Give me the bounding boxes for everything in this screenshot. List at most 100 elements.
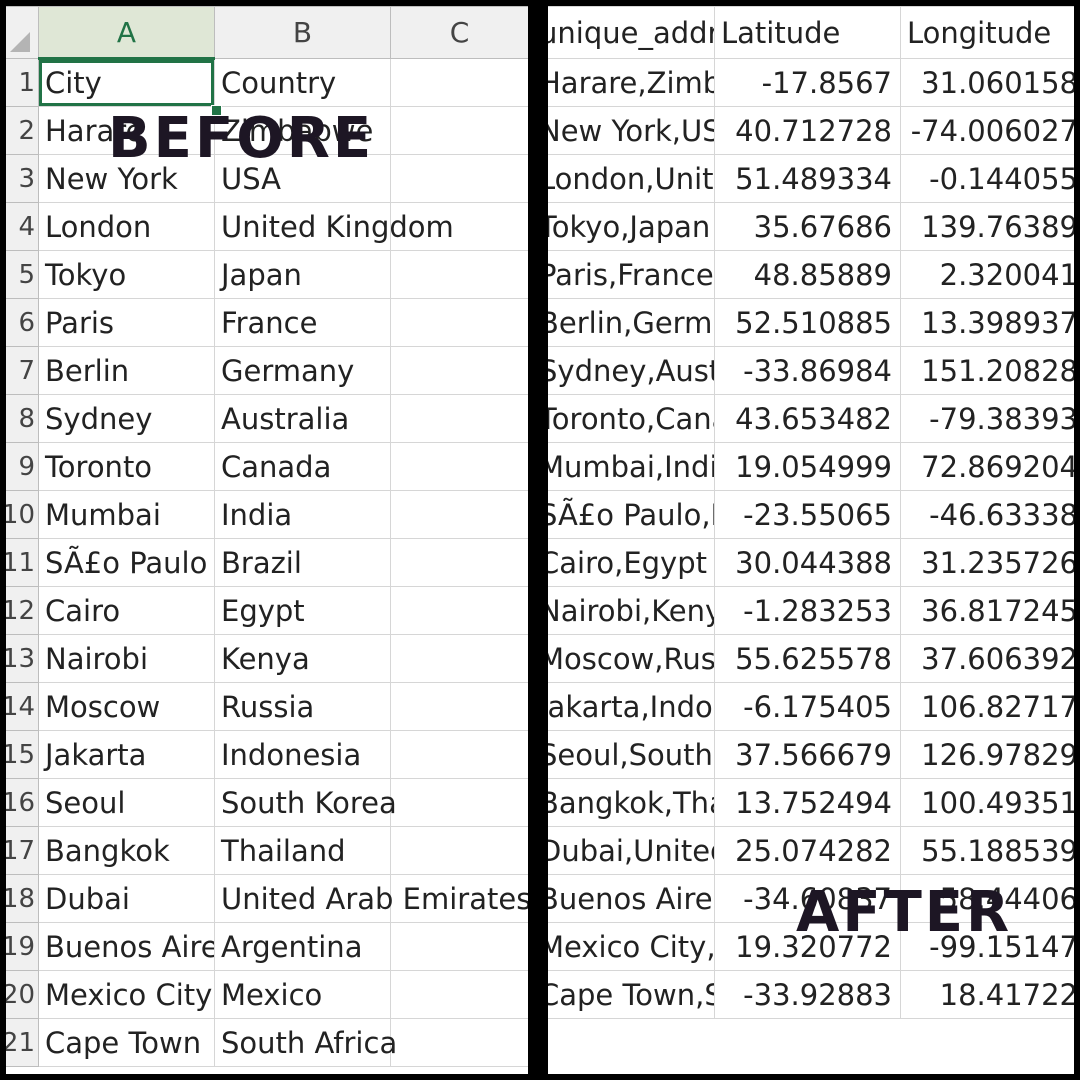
cell-empty[interactable]: [390, 826, 528, 875]
cell-country[interactable]: Brazil: [214, 538, 391, 587]
cell-empty[interactable]: [390, 106, 528, 155]
cell-city[interactable]: Cairo: [38, 586, 215, 635]
cell-latitude[interactable]: 51.489334: [714, 154, 901, 203]
cell-latitude[interactable]: 19.054999: [714, 442, 901, 491]
cell-country[interactable]: Zimbabwe: [214, 106, 391, 155]
row-header[interactable]: 11: [6, 538, 39, 587]
cell-city[interactable]: New York: [38, 154, 215, 203]
cell-country[interactable]: Canada: [214, 442, 391, 491]
cell-city[interactable]: Moscow: [38, 682, 215, 731]
cell-empty[interactable]: [390, 586, 528, 635]
cell-latitude[interactable]: 37.566679: [714, 730, 901, 779]
cell-latitude[interactable]: 52.510885: [714, 298, 901, 347]
cell-longitude[interactable]: 72.869204: [900, 442, 1074, 491]
cell-latitude[interactable]: 40.712728: [714, 106, 901, 155]
row-header[interactable]: 12: [6, 586, 39, 635]
cell-address[interactable]: Nairobi,Kenya: [548, 586, 715, 635]
cell-empty[interactable]: [390, 442, 528, 491]
cell-country[interactable]: Country: [214, 58, 391, 107]
cell-empty[interactable]: [390, 298, 528, 347]
cell-address[interactable]: Harare,Zimbabwe: [548, 58, 715, 107]
cell-country[interactable]: South Africa: [214, 1018, 397, 1067]
cell-longitude[interactable]: 55.188539: [900, 826, 1074, 875]
cell-country[interactable]: France: [214, 298, 391, 347]
cell-latitude[interactable]: -34.60837: [714, 874, 901, 923]
cell-empty[interactable]: [390, 922, 528, 971]
cell-city[interactable]: City: [38, 58, 215, 107]
row-header[interactable]: 6: [6, 298, 39, 347]
cell-country[interactable]: Indonesia: [214, 730, 391, 779]
cell-latitude[interactable]: 55.625578: [714, 634, 901, 683]
cell-address[interactable]: Mumbai,India: [548, 442, 715, 491]
cell-latitude[interactable]: 19.320772: [714, 922, 901, 971]
column-header-c[interactable]: C: [390, 6, 528, 59]
cell-longitude[interactable]: 37.606392: [900, 634, 1074, 683]
cell-latitude[interactable]: -33.92883: [714, 970, 901, 1019]
cell-country[interactable]: India: [214, 490, 391, 539]
cell-country[interactable]: Russia: [214, 682, 391, 731]
cell-city[interactable]: Cape Town: [38, 1018, 215, 1067]
row-header[interactable]: 1: [6, 58, 39, 107]
cell-latitude[interactable]: 48.85889: [714, 250, 901, 299]
cell-city[interactable]: Harare: [38, 106, 215, 155]
cell-city[interactable]: Berlin: [38, 346, 215, 395]
row-header[interactable]: 16: [6, 778, 39, 827]
cell-country[interactable]: Australia: [214, 394, 391, 443]
row-header[interactable]: 18: [6, 874, 39, 923]
cell-empty[interactable]: [390, 1018, 528, 1067]
cell-city[interactable]: Jakarta: [38, 730, 215, 779]
cell-city[interactable]: Bangkok: [38, 826, 215, 875]
cell-longitude[interactable]: 139.76389: [900, 202, 1074, 251]
cell-country[interactable]: United Arab Emirates: [214, 874, 528, 923]
cell-country[interactable]: Kenya: [214, 634, 391, 683]
row-header[interactable]: 9: [6, 442, 39, 491]
row-header[interactable]: 2: [6, 106, 39, 155]
cell-country[interactable]: Japan: [214, 250, 391, 299]
cell-longitude[interactable]: 100.49351: [900, 778, 1074, 827]
cell-address[interactable]: SÃ£o Paulo,Brazil: [548, 490, 715, 539]
row-header[interactable]: 15: [6, 730, 39, 779]
row-header[interactable]: 5: [6, 250, 39, 299]
column-header-b[interactable]: B: [214, 6, 391, 59]
header-latitude[interactable]: Latitude: [714, 6, 901, 59]
cell-city[interactable]: Nairobi: [38, 634, 215, 683]
cell-empty[interactable]: [390, 154, 528, 203]
cell-country[interactable]: South Korea: [214, 778, 397, 827]
cell-address[interactable]: Seoul,South Korea: [548, 730, 715, 779]
cell-empty[interactable]: [390, 394, 528, 443]
cell-country[interactable]: Thailand: [214, 826, 391, 875]
cell-city[interactable]: London: [38, 202, 215, 251]
row-header[interactable]: 17: [6, 826, 39, 875]
cell-address[interactable]: Jakarta,Indonesia: [548, 682, 715, 731]
cell-latitude[interactable]: -17.8567: [714, 58, 901, 107]
cell-country[interactable]: Mexico: [214, 970, 391, 1019]
cell-latitude[interactable]: 13.752494: [714, 778, 901, 827]
cell-longitude[interactable]: -79.38393: [900, 394, 1074, 443]
cell-longitude[interactable]: 18.41722: [900, 970, 1074, 1019]
cell-longitude[interactable]: -58.44406: [900, 874, 1074, 923]
cell-empty[interactable]: [390, 730, 528, 779]
cell-latitude[interactable]: 25.074282: [714, 826, 901, 875]
cell-city[interactable]: Mexico City: [38, 970, 215, 1019]
cell-empty[interactable]: [390, 970, 528, 1019]
cell-address[interactable]: Moscow,Russia: [548, 634, 715, 683]
row-header[interactable]: 21: [6, 1018, 39, 1067]
cell-country[interactable]: Argentina: [214, 922, 391, 971]
header-unique-address[interactable]: unique_address: [548, 6, 715, 59]
cell-address[interactable]: Buenos Aires,Argentina: [548, 874, 715, 923]
cell-city[interactable]: Toronto: [38, 442, 215, 491]
row-header[interactable]: 3: [6, 154, 39, 203]
cell-longitude[interactable]: 2.320041: [900, 250, 1074, 299]
cell-empty[interactable]: [390, 778, 528, 827]
cell-latitude[interactable]: 35.67686: [714, 202, 901, 251]
cell-city[interactable]: Dubai: [38, 874, 215, 923]
cell-latitude[interactable]: -33.86984: [714, 346, 901, 395]
row-header[interactable]: 14: [6, 682, 39, 731]
column-header-a[interactable]: A: [38, 6, 215, 60]
cell-city[interactable]: Paris: [38, 298, 215, 347]
cell-empty[interactable]: [390, 346, 528, 395]
row-header[interactable]: 13: [6, 634, 39, 683]
row-header[interactable]: 8: [6, 394, 39, 443]
cell-longitude[interactable]: 13.398937: [900, 298, 1074, 347]
cell-longitude[interactable]: -0.144055: [900, 154, 1074, 203]
